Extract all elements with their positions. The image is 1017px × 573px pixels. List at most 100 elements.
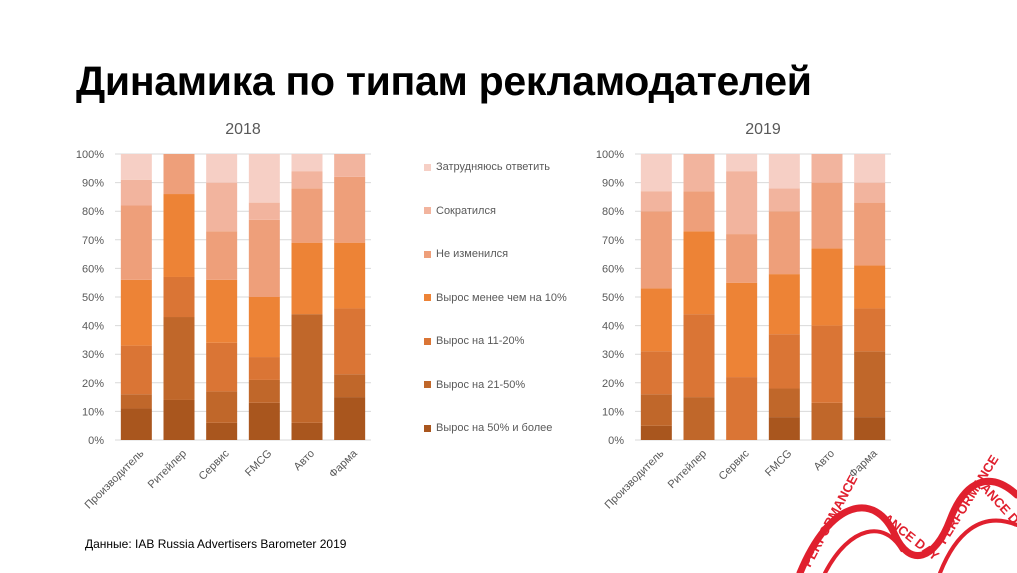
bar-segment [768, 211, 800, 275]
chart-2019: 2019 0% 10% 20% 30% 40% 50% 60% 70% 80% 90% 100% Про… [596, 121, 891, 511]
legend-item: Затрудняюсь ответить [424, 160, 550, 174]
bar-segment [683, 314, 715, 398]
bar-segment [726, 282, 758, 378]
x-category-label: Сервис [197, 447, 232, 482]
bar-segment [640, 154, 672, 192]
legend-item: Вырос менее чем на 10% [424, 291, 567, 305]
bar-segment [291, 242, 323, 315]
x-category-label: Сервис [717, 447, 752, 482]
chart-title: 2018 [225, 121, 261, 138]
y-tick-label: 10% [82, 406, 104, 418]
legend-item: Вырос на 21-50% [424, 378, 525, 392]
legend-item: Вырос на 11-20% [424, 334, 524, 348]
bar-segment [768, 417, 800, 440]
x-category-label: FMCG [243, 448, 274, 479]
bar-segment [334, 374, 366, 398]
bar-segment [248, 379, 280, 403]
bar-segment [248, 402, 280, 440]
bar-segment [640, 425, 672, 440]
y-tick-label: 40% [82, 321, 104, 333]
bar-segment [291, 422, 323, 440]
bar-segment [811, 248, 843, 326]
bar-segment [768, 388, 800, 418]
bar-segment [854, 202, 886, 266]
x-category-label: Производитель [603, 447, 667, 511]
bar-segment [334, 176, 366, 243]
bar-segment [291, 188, 323, 243]
legend-swatch [424, 381, 431, 388]
y-tick-label: 100% [596, 149, 624, 161]
legend-swatch [424, 424, 431, 432]
y-tick-label: 10% [602, 406, 624, 418]
legend-label: Вырос на 21-50% [436, 378, 526, 391]
y-tick-label: 70% [82, 235, 104, 247]
chart-title: 2019 [745, 121, 781, 138]
bar-segment [768, 334, 800, 389]
bar-segment [206, 391, 238, 423]
bar-segment [811, 402, 843, 440]
y-tick-label: 0% [88, 435, 104, 447]
svg-text:PERFORMANCE: PERFORMANCE [799, 472, 860, 569]
bar-segment [120, 408, 152, 440]
bar-segment [163, 317, 195, 400]
y-tick-label: 50% [602, 292, 624, 304]
y-tick-label: 60% [82, 263, 104, 275]
legend-item: Сократился [424, 204, 496, 218]
bar-segment [683, 191, 715, 232]
y-tick-label: 0% [608, 435, 624, 447]
y-tick-label: 80% [82, 206, 104, 218]
bar-segment [854, 182, 886, 203]
bar-segment [248, 297, 280, 358]
bar-segment [120, 279, 152, 346]
bar-segment [640, 394, 672, 426]
bar-segment [163, 399, 195, 440]
bar-segment [206, 231, 238, 280]
y-tick-label: 40% [602, 321, 624, 333]
y-tick-label: 90% [602, 178, 624, 190]
legend-label: Затрудняюсь ответить [436, 161, 551, 173]
legend-item: Не изменился [424, 247, 508, 261]
legend-swatch [424, 337, 431, 345]
y-tick-label: 60% [602, 263, 624, 275]
bar-segment [291, 171, 323, 189]
y-tick-label: 80% [602, 206, 624, 218]
bar-segment [683, 397, 715, 440]
bar-segment [163, 276, 195, 318]
bar-segment [291, 314, 323, 423]
bar-segment [206, 154, 238, 183]
chart-2018: 2018 0% 10% 20% 30% 40% 50% 60% 70% 80% 90% 100% Про… [76, 121, 371, 511]
legend-swatch [424, 294, 431, 301]
bar-segment [334, 242, 366, 309]
bar-segment [206, 422, 238, 440]
bar-segment [206, 279, 238, 343]
legend-label: Вырос на 50% и более [436, 422, 553, 434]
bar-segment [854, 308, 886, 352]
bar-segment [334, 154, 366, 177]
bar-segment [854, 265, 886, 309]
x-category-label: Авто [292, 448, 317, 473]
bar-segment [334, 397, 366, 440]
bar-segment [768, 274, 800, 335]
bar-segment [248, 357, 280, 380]
bar-segment [206, 182, 238, 232]
legend-label: Не изменился [436, 248, 509, 260]
y-tick-label: 50% [82, 292, 104, 304]
x-category-label: Производитель [83, 447, 147, 511]
bar-segment [768, 188, 800, 212]
y-tick-label: 30% [82, 349, 104, 361]
bar-segment [811, 182, 843, 249]
y-tick-label: 70% [602, 235, 624, 247]
bar-segment [120, 154, 152, 180]
bar-segment [640, 211, 672, 289]
legend-swatch [424, 163, 431, 171]
bar-segment [206, 342, 238, 392]
bar-segment [854, 351, 886, 418]
y-tick-label: 20% [602, 378, 624, 390]
legend-item: Вырос на 50% и более [424, 421, 552, 435]
legend-label: Сократился [436, 204, 496, 217]
legend-label: Вырос на 11-20% [436, 335, 525, 347]
bar-segment [768, 154, 800, 189]
x-category-label: Ритейлер [146, 448, 189, 491]
y-tick-label: 20% [82, 378, 104, 390]
page-title: Динамика по типам рекламодателей [76, 58, 812, 104]
